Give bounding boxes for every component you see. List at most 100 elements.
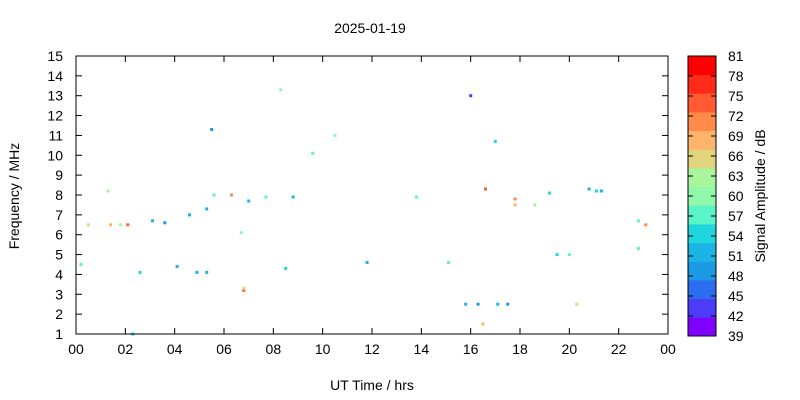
- colorbar-segment: [688, 149, 716, 169]
- colorbar-tick-label: 66: [728, 148, 744, 164]
- colorbar-tick-label: 57: [728, 208, 744, 224]
- data-point: [636, 247, 640, 251]
- colorbar-segment: [688, 186, 716, 206]
- x-tick-label: 04: [167, 341, 183, 357]
- colorbar-segment: [688, 317, 716, 337]
- data-point: [548, 191, 552, 195]
- colorbar-tick-label: 42: [728, 308, 744, 324]
- data-point: [205, 270, 209, 274]
- x-tick-label: 20: [562, 341, 578, 357]
- data-point: [264, 195, 268, 199]
- data-point: [86, 223, 90, 227]
- x-tick-label: 22: [611, 341, 627, 357]
- data-point: [188, 213, 191, 217]
- colorbar-segment: [688, 298, 716, 318]
- colorbar-tick-label: 63: [728, 168, 744, 184]
- colorbar-tick-label: 75: [728, 88, 744, 104]
- colorbar-segment: [688, 74, 716, 94]
- data-point: [279, 88, 283, 92]
- y-tick-label: 1: [55, 326, 63, 342]
- data-point: [311, 151, 315, 155]
- data-point: [195, 270, 199, 274]
- colorbar-segment: [688, 130, 716, 150]
- y-tick-label: 14: [47, 68, 63, 84]
- colorbar-tick-label: 54: [728, 228, 744, 244]
- colorbar-tick-label: 51: [728, 248, 744, 264]
- data-point: [493, 139, 497, 143]
- x-tick-label: 10: [315, 341, 331, 357]
- data-point: [239, 231, 243, 235]
- colorbar-tick-label: 45: [728, 288, 744, 304]
- data-point: [126, 223, 130, 227]
- x-tick-label: 18: [512, 341, 528, 357]
- y-tick-label: 9: [55, 167, 63, 183]
- data-point: [506, 302, 510, 306]
- data-point: [212, 193, 216, 197]
- axes: 00 02 04 06 08 10 12 14 16 18 20 22 0012345678910111…: [47, 48, 676, 357]
- colorbar-segment: [688, 280, 716, 300]
- y-tick-label: 4: [55, 266, 63, 282]
- colorbar-tick-label: 78: [728, 68, 744, 84]
- colorbar-segment: [688, 261, 716, 281]
- colorbar-tick-label: 60: [728, 188, 744, 204]
- data-point: [636, 219, 640, 223]
- y-axis-label: Frequency / MHz: [6, 143, 22, 250]
- y-tick-label: 11: [48, 127, 63, 143]
- y-tick-label: 3: [55, 286, 63, 302]
- data-point: [118, 223, 122, 227]
- data-point: [476, 302, 480, 306]
- colorbar-segment: [688, 93, 716, 113]
- colorbar-tick-label: 72: [728, 108, 744, 124]
- data-point: [284, 267, 288, 270]
- data-point: [247, 199, 251, 203]
- data-point: [644, 223, 648, 227]
- data-point: [481, 322, 485, 326]
- data-point: [163, 221, 167, 225]
- y-tick-label: 8: [55, 187, 63, 203]
- colorbar-segment: [688, 56, 716, 76]
- colorbar-tick-label: 81: [728, 48, 744, 64]
- data-point: [555, 253, 559, 257]
- colorbar-tick-label: 39: [728, 328, 744, 344]
- data-point: [242, 288, 246, 292]
- colorbar-segment: [688, 112, 716, 132]
- colorbar-segment: [688, 242, 716, 262]
- data-point: [106, 189, 110, 193]
- y-tick-label: 5: [55, 247, 63, 263]
- x-tick-label: 14: [414, 341, 430, 357]
- data-point: [513, 197, 517, 201]
- data-point: [210, 128, 214, 131]
- chart-title: 2025-01-19: [334, 20, 406, 36]
- x-tick-label: 08: [266, 341, 282, 357]
- data-point: [205, 207, 209, 211]
- y-tick-label: 13: [47, 88, 63, 104]
- y-tick-label: 15: [47, 48, 63, 64]
- y-tick-label: 7: [55, 207, 63, 223]
- data-point: [464, 302, 468, 306]
- data-point: [242, 286, 246, 290]
- colorbar-tick-label: 69: [728, 128, 744, 144]
- x-tick-label: 00: [68, 341, 84, 357]
- data-point: [365, 261, 369, 264]
- data-point: [496, 302, 500, 306]
- colorbar-label: Signal Amplitude / dB: [752, 129, 768, 262]
- data-point: [109, 223, 112, 227]
- data-point: [484, 187, 487, 191]
- x-tick-label: 00: [660, 341, 676, 357]
- data-point: [595, 189, 598, 193]
- data-point: [447, 261, 450, 264]
- data-point: [567, 253, 571, 257]
- colorbar-segment: [688, 205, 716, 225]
- y-tick-label: 12: [47, 108, 63, 124]
- data-point: [175, 265, 179, 268]
- data-point: [587, 187, 591, 191]
- x-tick-label: 12: [364, 341, 380, 357]
- data-point: [333, 133, 337, 137]
- data-point: [229, 193, 233, 197]
- colorbar-segment: [688, 168, 716, 188]
- y-tick-label: 10: [47, 147, 63, 163]
- data-point: [414, 195, 418, 199]
- x-tick-label: 06: [216, 341, 232, 357]
- data-point: [575, 302, 579, 306]
